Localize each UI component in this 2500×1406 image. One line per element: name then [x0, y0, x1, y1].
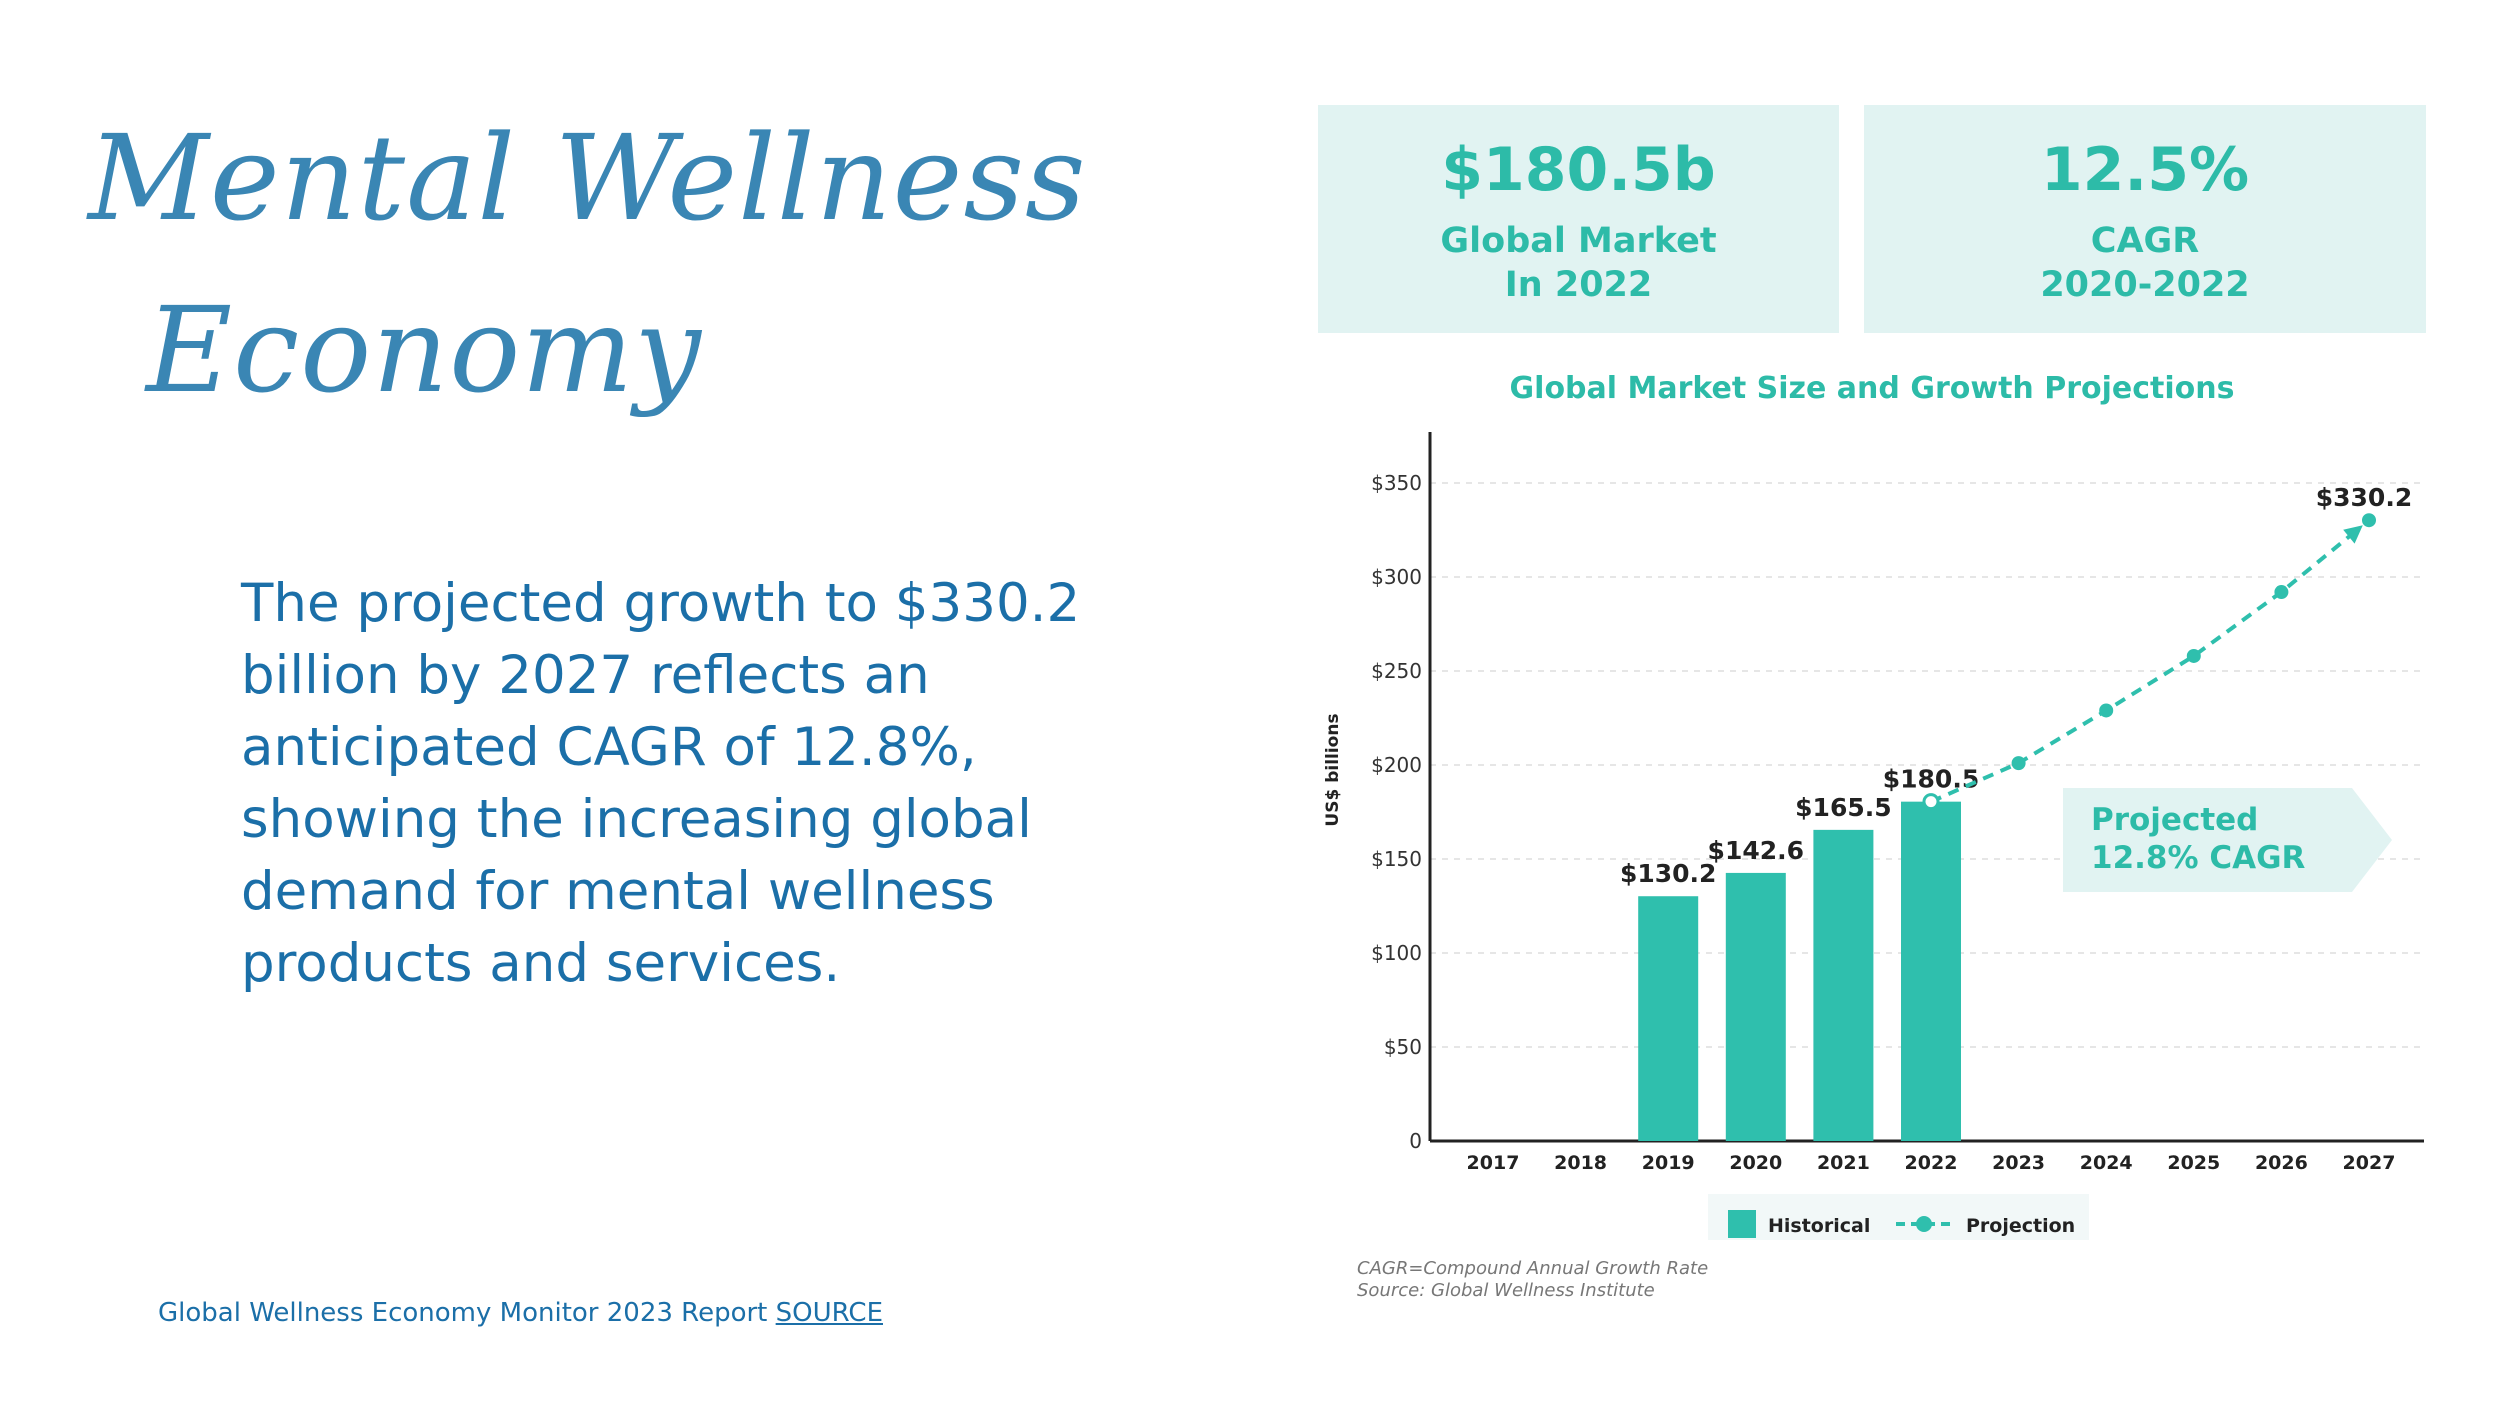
- projection-point: [2186, 648, 2201, 663]
- y-tick-label: $100: [1371, 941, 1422, 965]
- y-tick-label: 0: [1409, 1129, 1422, 1153]
- annotation-box: [2063, 788, 2392, 892]
- source-link[interactable]: SOURCE: [775, 1298, 883, 1328]
- y-tick-label: $250: [1371, 659, 1422, 683]
- x-tick-label: 2019: [1642, 1152, 1695, 1174]
- bar-label: $165.5: [1795, 793, 1891, 822]
- bar-2020: [1725, 872, 1786, 1141]
- bar-2021: [1813, 829, 1874, 1141]
- annotation-line-1: Projected: [2091, 802, 2258, 838]
- stat-desc-market: Global Market In 2022: [1440, 221, 1717, 305]
- bar-label: $142.6: [1708, 836, 1804, 865]
- projection-point: [2099, 703, 2114, 718]
- y-tick-label: $300: [1371, 565, 1422, 589]
- slide-title: Mental Wellness Economy: [88, 92, 1087, 436]
- projection-arrowhead: [2343, 525, 2363, 544]
- body-paragraph: The projected growth to $330.2 billion b…: [241, 573, 1081, 994]
- market-size-chart: Global Market Size and Growth Projection…: [1323, 371, 2424, 1240]
- title-line-1: Mental Wellness: [88, 109, 1087, 247]
- bar-2019: [1638, 896, 1699, 1141]
- x-tick-label: 2021: [1817, 1152, 1870, 1174]
- x-tick-label: 2025: [2167, 1152, 2220, 1174]
- x-tick-label: 2018: [1554, 1152, 1607, 1174]
- stat-value-market: $180.5b: [1441, 135, 1716, 205]
- y-tick-label: $50: [1384, 1035, 1422, 1059]
- footer-text: Global Wellness Economy Monitor 2023 Rep…: [158, 1298, 768, 1328]
- projection-point: [1922, 793, 1940, 811]
- stat-value-cagr: 12.5%: [2040, 135, 2250, 205]
- bar-label: $180.5: [1883, 765, 1979, 794]
- stat-card-cagr: 12.5% CAGR 2020-2022: [1864, 105, 2426, 333]
- legend-box: [1708, 1194, 2089, 1240]
- chart-title: Global Market Size and Growth Projection…: [1510, 371, 2235, 406]
- title-line-2: Economy: [146, 281, 702, 419]
- legend-swatch-projection-dot: [1916, 1216, 1932, 1232]
- bar-label: $130.2: [1620, 859, 1716, 888]
- chart-note-cagr: CAGR=Compound Annual Growth Rate: [1357, 1258, 1709, 1279]
- legend-label-projection: Projection: [1966, 1215, 2075, 1237]
- legend-label-historical: Historical: [1768, 1215, 1870, 1237]
- x-tick-label: 2020: [1729, 1152, 1782, 1174]
- annotation-line-2: 12.8% CAGR: [2091, 840, 2306, 876]
- stat-card-market: $180.5b Global Market In 2022: [1318, 105, 1839, 333]
- chart-note-source: Source: Global Wellness Institute: [1357, 1280, 1655, 1301]
- x-tick-label: 2022: [1905, 1152, 1958, 1174]
- x-tick-label: 2017: [1467, 1152, 1520, 1174]
- y-tick-label: $200: [1371, 753, 1422, 777]
- x-tick-label: 2026: [2255, 1152, 2308, 1174]
- projection-line: [1930, 528, 2358, 804]
- x-tick-label: 2023: [1992, 1152, 2045, 1174]
- y-tick-label: $150: [1371, 847, 1422, 871]
- footer-citation: Global Wellness Economy Monitor 2023 Rep…: [158, 1298, 883, 1328]
- projection-label: $330.2: [2316, 483, 2412, 512]
- legend-swatch-historical: [1728, 1210, 1756, 1238]
- x-tick-label: 2024: [2080, 1152, 2133, 1174]
- x-tick-label: 2027: [2343, 1152, 2396, 1174]
- projection-point: [2362, 513, 2376, 528]
- projection-point: [2011, 756, 2026, 771]
- y-tick-label: $350: [1371, 471, 1422, 495]
- stat-desc-cagr: CAGR 2020-2022: [2040, 221, 2250, 305]
- projection-point: [2274, 585, 2289, 600]
- bar-2022: [1901, 801, 1961, 1141]
- y-axis-label: US$ billions: [1323, 713, 1343, 826]
